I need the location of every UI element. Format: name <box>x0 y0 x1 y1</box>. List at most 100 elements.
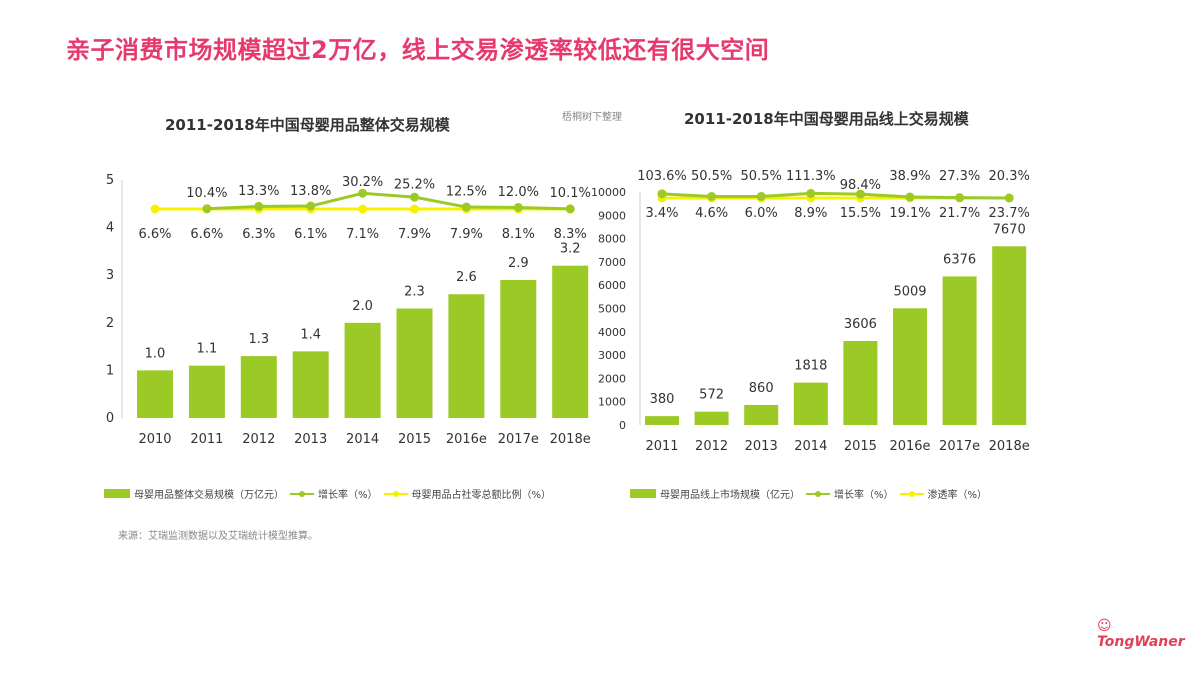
line-point <box>1004 193 1014 203</box>
y-tick-label: 0 <box>619 419 626 432</box>
y-tick-label: 0 <box>106 411 114 426</box>
line-point <box>358 188 368 198</box>
y-tick-label: 2 <box>106 316 114 331</box>
legend-label: 增长率（%） <box>834 490 894 501</box>
legend-line-swatch <box>806 490 830 497</box>
line-value-label: 7.1% <box>346 227 379 242</box>
y-tick-label: 7000 <box>598 256 626 269</box>
bar-value-label: 860 <box>749 381 774 396</box>
x-tick-label: 2017e <box>498 432 539 447</box>
y-tick-label: 8000 <box>598 233 626 246</box>
bar-value-label: 2.0 <box>352 299 373 314</box>
line-value-label: 21.7% <box>939 206 980 221</box>
bar <box>240 356 277 418</box>
line-point <box>202 204 212 214</box>
y-tick-label: 4000 <box>598 326 626 339</box>
line-value-label: 23.7% <box>989 206 1030 221</box>
line-value-label: 19.1% <box>889 206 930 221</box>
line-value-label: 25.2% <box>394 178 435 193</box>
x-tick-label: 2018e <box>989 439 1030 454</box>
bar-value-label: 7670 <box>993 222 1026 237</box>
bar <box>552 265 589 418</box>
line-value-label: 8.3% <box>554 227 587 242</box>
line-value-label: 111.3% <box>786 169 836 184</box>
bar-value-label: 5009 <box>893 284 926 299</box>
line-point <box>707 191 717 201</box>
y-tick-label: 1 <box>106 363 114 378</box>
y-tick-label: 5 <box>106 173 114 188</box>
line-point <box>254 201 264 211</box>
line-value-label: 12.0% <box>498 185 539 200</box>
bar-value-label: 572 <box>699 388 724 403</box>
legend-line-swatch <box>383 490 408 497</box>
bar-value-label: 1818 <box>794 359 827 374</box>
line-value-label: 30.2% <box>342 175 383 190</box>
bar <box>744 404 779 425</box>
line-point <box>806 188 816 198</box>
y-tick-label: 6000 <box>598 279 626 292</box>
line-point <box>657 189 667 199</box>
line-value-label: 3.4% <box>645 206 678 221</box>
line-point <box>905 192 915 202</box>
legend-line-swatch <box>290 490 314 497</box>
x-tick-label: 2011 <box>190 432 223 447</box>
line-value-label: 8.9% <box>794 206 827 221</box>
legend-label: 母婴用品整体交易规模（万亿元） <box>134 490 284 501</box>
y-tick-label: 1000 <box>598 396 626 409</box>
bar <box>448 294 485 418</box>
bar-value-label: 2.3 <box>404 285 425 300</box>
line-value-label: 6.6% <box>138 227 171 242</box>
legend-label: 母婴用品线上市场规模（亿元） <box>660 490 800 501</box>
line-value-label: 6.3% <box>242 227 275 242</box>
legend-bar-swatch <box>104 489 130 498</box>
line-point <box>410 192 419 202</box>
line-value-label: 7.9% <box>398 227 431 242</box>
bar-value-label: 6376 <box>943 252 976 267</box>
page-title: 亲子消费市场规模超过2万亿，线上交易渗透率较低还有很大空间 <box>66 36 770 64</box>
line-value-label: 50.5% <box>741 169 782 184</box>
line-value-label: 6.1% <box>294 227 327 242</box>
line-point <box>855 189 865 199</box>
x-tick-label: 2012 <box>695 439 728 454</box>
x-tick-label: 2014 <box>794 439 827 454</box>
y-tick-label: 2000 <box>598 372 626 385</box>
y-tick-label: 5000 <box>598 303 626 316</box>
line-point <box>150 204 160 214</box>
bar-value-label: 1.4 <box>300 327 321 342</box>
x-tick-label: 2016e <box>446 432 487 447</box>
series-line <box>206 191 571 211</box>
bar <box>843 340 878 425</box>
line-value-label: 13.8% <box>290 184 331 199</box>
bar <box>344 322 381 418</box>
y-tick-label: 4 <box>106 221 114 236</box>
left-chart-title: 2011-2018年中国母婴用品整体交易规模 <box>165 116 450 134</box>
x-tick-label: 2010 <box>138 432 171 447</box>
bar-value-label: 1.0 <box>145 346 166 361</box>
line-point <box>513 202 523 212</box>
line-value-label: 8.1% <box>502 227 535 242</box>
bar <box>137 370 173 418</box>
line-value-label: 4.6% <box>695 206 728 221</box>
line-value-label: 7.9% <box>450 227 483 242</box>
line-value-label: 12.5% <box>446 185 487 200</box>
bar <box>396 308 433 418</box>
bar-value-label: 2.9 <box>508 256 529 271</box>
bar <box>694 411 729 425</box>
line-value-label: 10.4% <box>186 186 227 201</box>
left-legend: 母婴用品整体交易规模（万亿元） 增长率（%） 母婴用品占社零总额比例（%） <box>104 486 551 501</box>
line-point <box>358 204 368 214</box>
line-value-label: 50.5% <box>691 169 732 184</box>
legend-label: 母婴用品占社零总额比例（%） <box>411 490 552 501</box>
right-chart-title: 2011-2018年中国母婴用品线上交易规模 <box>684 110 969 128</box>
y-tick-label: 3000 <box>598 349 626 362</box>
bar <box>645 416 679 425</box>
line-value-label: 27.3% <box>939 169 980 184</box>
line-value-label: 38.9% <box>889 169 930 184</box>
legend-bar-swatch <box>630 489 656 498</box>
line-value-label: 6.6% <box>190 227 223 242</box>
bar <box>292 351 329 418</box>
line-point <box>410 204 419 214</box>
line-value-label: 103.6% <box>637 169 687 184</box>
x-tick-label: 2016e <box>889 439 930 454</box>
bar <box>793 382 828 425</box>
